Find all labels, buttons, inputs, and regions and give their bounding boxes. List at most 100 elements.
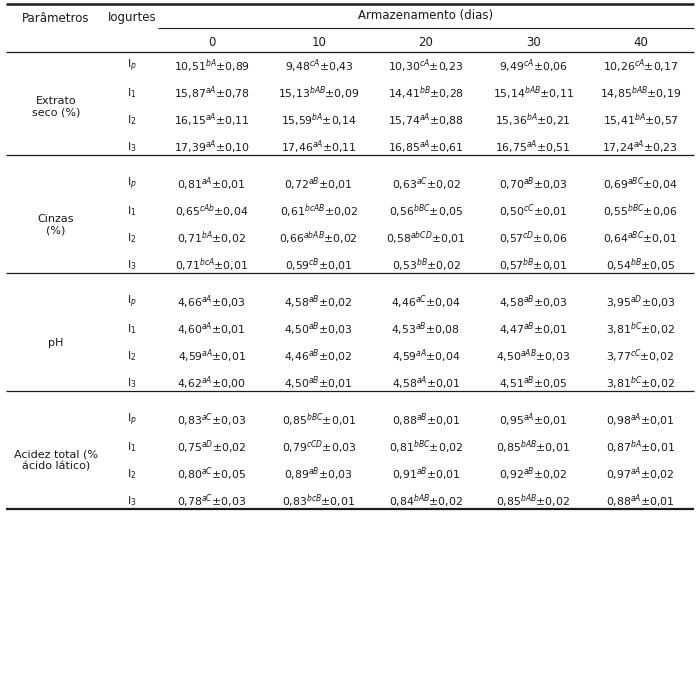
Text: 0,92$^{aB}$±0,02: 0,92$^{aB}$±0,02: [499, 465, 568, 483]
Text: 15,13$^{bAB}$±0,09: 15,13$^{bAB}$±0,09: [278, 84, 360, 102]
Text: 0,79$^{cCD}$±0,03: 0,79$^{cCD}$±0,03: [281, 438, 356, 456]
Text: 40: 40: [633, 35, 648, 48]
Text: 17,39$^{aA}$±0,10: 17,39$^{aA}$±0,10: [174, 138, 250, 156]
Text: Acidez total (%
ácido lático): Acidez total (% ácido lático): [14, 450, 98, 471]
Text: 0,72$^{aB}$±0,01: 0,72$^{aB}$±0,01: [284, 175, 354, 193]
Text: I$_p$: I$_p$: [127, 176, 137, 192]
Text: 4,50$^{aB}$±0,01: 4,50$^{aB}$±0,01: [284, 374, 354, 392]
Text: 15,74$^{aA}$±0,88: 15,74$^{aA}$±0,88: [388, 111, 464, 129]
Text: 4,62$^{aA}$±0,00: 4,62$^{aA}$±0,00: [177, 374, 246, 392]
Text: 15,87$^{aA}$±0,78: 15,87$^{aA}$±0,78: [174, 84, 250, 102]
Text: 0,71$^{bA}$±0,02: 0,71$^{bA}$±0,02: [177, 229, 246, 247]
Text: pH: pH: [48, 338, 64, 347]
Text: I$_p$: I$_p$: [127, 412, 137, 428]
Text: I$_p$: I$_p$: [127, 58, 137, 74]
Text: I$_3$: I$_3$: [127, 494, 136, 508]
Text: I$_2$: I$_2$: [127, 467, 136, 481]
Text: 0,56$^{bBC}$±0,05: 0,56$^{bBC}$±0,05: [389, 202, 463, 220]
Text: I$_1$: I$_1$: [127, 440, 136, 454]
Text: 4,59$^{aA}$±0,01: 4,59$^{aA}$±0,01: [178, 347, 246, 365]
Text: 0,55$^{bBC}$±0,06: 0,55$^{bBC}$±0,06: [603, 202, 678, 220]
Text: 0,97$^{aA}$±0,02: 0,97$^{aA}$±0,02: [606, 465, 675, 483]
Text: I$_1$: I$_1$: [127, 86, 136, 100]
Text: 4,53$^{aB}$±0,08: 4,53$^{aB}$±0,08: [391, 320, 461, 338]
Text: 0,59$^{cB}$±0,01: 0,59$^{cB}$±0,01: [285, 256, 353, 274]
Text: 4,47$^{aB}$±0,01: 4,47$^{aB}$±0,01: [499, 320, 568, 338]
Text: 0,81$^{aA}$±0,01: 0,81$^{aA}$±0,01: [177, 175, 246, 193]
Text: 0,91$^{aB}$±0,01: 0,91$^{aB}$±0,01: [391, 465, 461, 483]
Text: I$_3$: I$_3$: [127, 258, 136, 272]
Text: I$_2$: I$_2$: [127, 113, 136, 127]
Text: 3,95$^{aD}$±0,03: 3,95$^{aD}$±0,03: [606, 293, 676, 311]
Text: 10: 10: [312, 35, 326, 48]
Text: 0,53$^{bB}$±0,02: 0,53$^{bB}$±0,02: [391, 256, 461, 274]
Text: 0,85$^{bAB}$±0,02: 0,85$^{bAB}$±0,02: [496, 492, 570, 510]
Text: 0,71$^{bcA}$±0,01: 0,71$^{bcA}$±0,01: [175, 256, 248, 274]
Text: 0,83$^{aC}$±0,03: 0,83$^{aC}$±0,03: [177, 411, 246, 429]
Text: I$_1$: I$_1$: [127, 322, 136, 336]
Text: 0,85$^{bBC}$±0,01: 0,85$^{bBC}$±0,01: [281, 411, 356, 429]
Text: 4,58$^{aA}$±0,01: 4,58$^{aA}$±0,01: [391, 374, 461, 392]
Text: 14,41$^{bB}$±0,28: 14,41$^{bB}$±0,28: [388, 84, 464, 102]
Text: 0,70$^{aB}$±0,03: 0,70$^{aB}$±0,03: [498, 175, 568, 193]
Text: Iogurtes: Iogurtes: [108, 12, 156, 24]
Text: Cinzas
(%): Cinzas (%): [38, 214, 74, 235]
Text: 0,88$^{aB}$±0,01: 0,88$^{aB}$±0,01: [391, 411, 461, 429]
Text: 0,75$^{aD}$±0,02: 0,75$^{aD}$±0,02: [177, 438, 246, 456]
Text: 3,77$^{cC}$±0,02: 3,77$^{cC}$±0,02: [606, 347, 675, 365]
Text: 0,69$^{aBC}$±0,04: 0,69$^{aBC}$±0,04: [603, 175, 678, 193]
Text: 9,48$^{cA}$±0,43: 9,48$^{cA}$±0,43: [285, 57, 353, 75]
Text: 0,66$^{abAB}$±0,02: 0,66$^{abAB}$±0,02: [279, 229, 358, 247]
Text: 3,81$^{bC}$±0,02: 3,81$^{bC}$±0,02: [606, 320, 675, 338]
Text: 20: 20: [419, 35, 433, 48]
Text: 4,59$^{aA}$±0,04: 4,59$^{aA}$±0,04: [392, 347, 461, 365]
Text: 0,84$^{bAB}$±0,02: 0,84$^{bAB}$±0,02: [389, 492, 463, 510]
Text: 0,89$^{aB}$±0,03: 0,89$^{aB}$±0,03: [284, 465, 354, 483]
Text: I$_3$: I$_3$: [127, 376, 136, 390]
Text: 0,81$^{bBC}$±0,02: 0,81$^{bBC}$±0,02: [389, 438, 463, 456]
Text: 0,95$^{aA}$±0,01: 0,95$^{aA}$±0,01: [499, 411, 568, 429]
Text: 15,41$^{bA}$±0,57: 15,41$^{bA}$±0,57: [603, 111, 678, 129]
Text: 0,57$^{bB}$±0,01: 0,57$^{bB}$±0,01: [499, 256, 567, 274]
Text: 0,61$^{bcAB}$±0,02: 0,61$^{bcAB}$±0,02: [279, 202, 358, 220]
Text: 16,15$^{aA}$±0,11: 16,15$^{aA}$±0,11: [174, 111, 249, 129]
Text: 4,50$^{aB}$±0,03: 4,50$^{aB}$±0,03: [284, 320, 354, 338]
Text: 4,60$^{aA}$±0,01: 4,60$^{aA}$±0,01: [177, 320, 246, 338]
Text: I$_3$: I$_3$: [127, 140, 136, 154]
Text: 16,85$^{aA}$±0,61: 16,85$^{aA}$±0,61: [388, 138, 464, 156]
Text: 4,46$^{aB}$±0,02: 4,46$^{aB}$±0,02: [284, 347, 354, 365]
Text: 0,63$^{aC}$±0,02: 0,63$^{aC}$±0,02: [391, 175, 461, 193]
Text: 4,50$^{aAB}$±0,03: 4,50$^{aAB}$±0,03: [496, 347, 570, 365]
Text: Extrato
seco (%): Extrato seco (%): [32, 95, 80, 118]
Text: 3,81$^{bC}$±0,02: 3,81$^{bC}$±0,02: [606, 374, 675, 392]
Text: 0,50$^{cC}$±0,01: 0,50$^{cC}$±0,01: [499, 202, 568, 220]
Text: 15,59$^{bA}$±0,14: 15,59$^{bA}$±0,14: [281, 111, 356, 129]
Text: 0,64$^{aBC}$±0,01: 0,64$^{aBC}$±0,01: [603, 229, 678, 247]
Text: 9,49$^{cA}$±0,06: 9,49$^{cA}$±0,06: [499, 57, 568, 75]
Text: 0: 0: [208, 35, 216, 48]
Text: 4,58$^{aB}$±0,03: 4,58$^{aB}$±0,03: [498, 293, 568, 311]
Text: 30: 30: [526, 35, 540, 48]
Text: 0,54$^{bB}$±0,05: 0,54$^{bB}$±0,05: [606, 256, 675, 274]
Text: I$_1$: I$_1$: [127, 204, 136, 218]
Text: 17,46$^{aA}$±0,11: 17,46$^{aA}$±0,11: [281, 138, 357, 156]
Text: 4,51$^{aB}$±0,05: 4,51$^{aB}$±0,05: [499, 374, 568, 392]
Text: 0,87$^{bA}$±0,01: 0,87$^{bA}$±0,01: [606, 438, 675, 456]
Text: 0,78$^{aC}$±0,03: 0,78$^{aC}$±0,03: [177, 492, 246, 510]
Text: Parâmetros: Parâmetros: [22, 12, 90, 24]
Text: I$_2$: I$_2$: [127, 349, 136, 363]
Text: 10,26$^{cA}$±0,17: 10,26$^{cA}$±0,17: [603, 57, 678, 75]
Text: I$_p$: I$_p$: [127, 294, 137, 310]
Text: 0,85$^{bAB}$±0,01: 0,85$^{bAB}$±0,01: [496, 438, 570, 456]
Text: 16,75$^{aA}$±0,51: 16,75$^{aA}$±0,51: [496, 138, 571, 156]
Text: 0,58$^{abCD}$±0,01: 0,58$^{abCD}$±0,01: [386, 229, 466, 247]
Text: 0,80$^{aC}$±0,05: 0,80$^{aC}$±0,05: [177, 465, 246, 483]
Text: 14,85$^{bAB}$±0,19: 14,85$^{bAB}$±0,19: [600, 84, 681, 102]
Text: 0,83$^{bcB}$±0,01: 0,83$^{bcB}$±0,01: [282, 492, 356, 510]
Text: Armazenamento (dias): Armazenamento (dias): [358, 10, 494, 23]
Text: 0,88$^{aA}$±0,01: 0,88$^{aA}$±0,01: [606, 492, 675, 510]
Text: 15,14$^{bAB}$±0,11: 15,14$^{bAB}$±0,11: [493, 84, 574, 102]
Text: 0,98$^{aA}$±0,01: 0,98$^{aA}$±0,01: [606, 411, 675, 429]
Text: 17,24$^{aA}$±0,23: 17,24$^{aA}$±0,23: [603, 138, 678, 156]
Text: 15,36$^{bA}$±0,21: 15,36$^{bA}$±0,21: [496, 111, 571, 129]
